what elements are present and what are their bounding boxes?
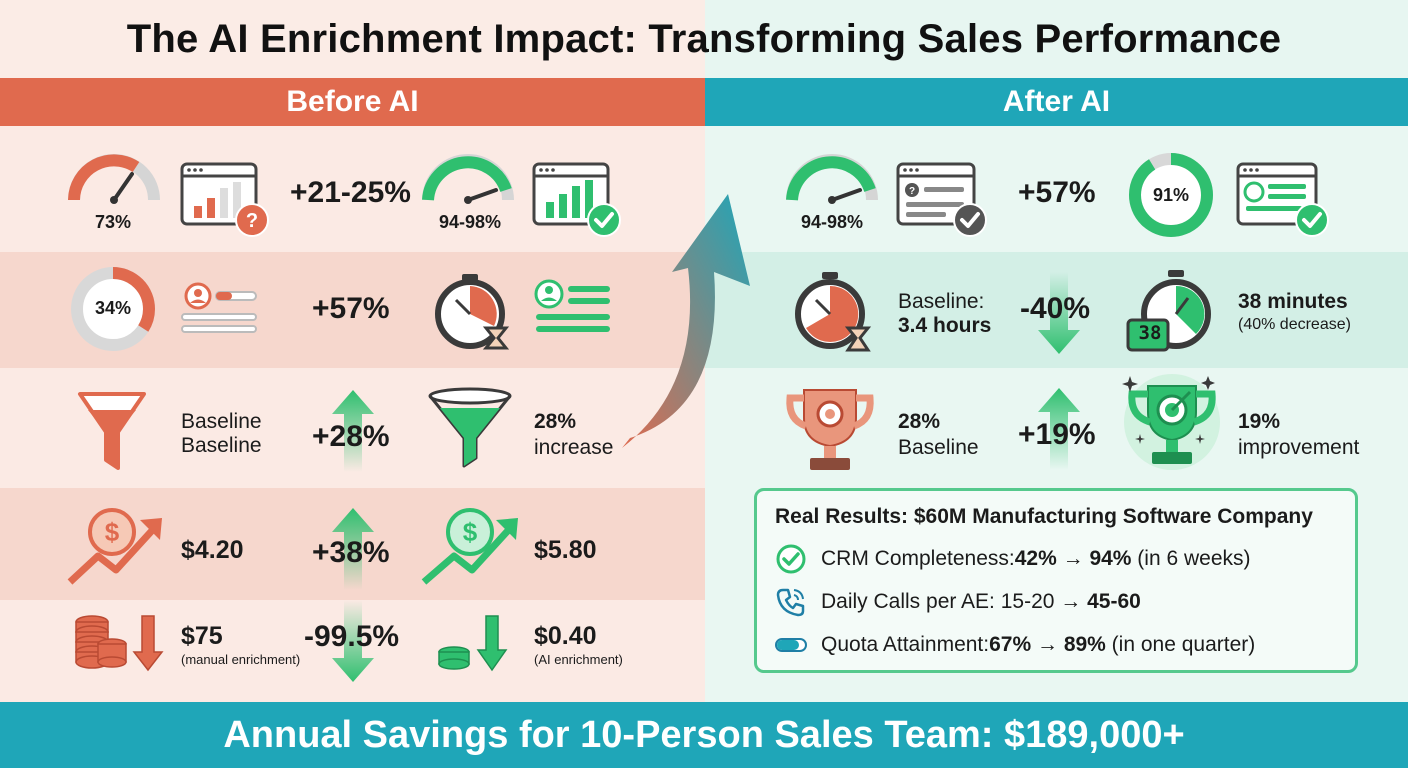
phone-icon: [775, 586, 807, 618]
arrow-down-icon: [1038, 272, 1080, 354]
svg-text:?: ?: [246, 210, 258, 232]
before-value-4: $4.20: [181, 536, 244, 564]
after-row1-change: +57%: [1018, 176, 1096, 209]
result-row-calls: Daily Calls per AE: 15-20 → 45-60: [775, 586, 1141, 618]
svg-text:?: ?: [909, 186, 915, 197]
after-cost: $0.40: [534, 622, 597, 650]
after-gauge-value: 94-98%: [800, 212, 864, 232]
after-value-4: $5.80: [534, 536, 597, 564]
baseline-label-1: Baseline: [181, 410, 262, 433]
before-win-label: Baseline: [898, 436, 979, 459]
row3-change: +28%: [312, 420, 390, 453]
gauge-icon: [786, 154, 878, 204]
browser-form-check-icon: ?: [896, 162, 987, 237]
row5-change: -99.5%: [304, 620, 400, 653]
arrow-up-icon: [1038, 388, 1080, 470]
stopwatch-hourglass-icon: [795, 272, 872, 352]
svg-text:$: $: [105, 517, 120, 547]
after-win-rate: 19%: [1238, 410, 1281, 433]
baseline-label-2: Baseline: [181, 434, 262, 457]
arrow-up-icon: [332, 390, 374, 472]
baseline-time-label: Baseline:: [898, 290, 985, 313]
before-win-rate: 28%: [898, 410, 941, 433]
baseline-time-value: 3.4 hours: [898, 314, 992, 337]
coin-down-icon: [438, 615, 508, 672]
row1-change: +21-25%: [290, 176, 411, 209]
progress-pill-icon: [775, 629, 807, 661]
after-increase-label: increase: [534, 436, 614, 459]
before-cost-note: (manual enrichment): [181, 652, 301, 667]
gauge-after-value: 94-98%: [438, 212, 502, 232]
trophy-icon: [786, 389, 874, 470]
stopwatch-display-icon: [1126, 270, 1211, 352]
results-card: Real Results: $60M Manufacturing Softwar…: [754, 488, 1358, 673]
dollar-trend-icon: $: [67, 508, 162, 585]
row2-change: +57%: [312, 292, 390, 325]
funnel-icon: [78, 392, 146, 470]
gauge-icon: [68, 154, 160, 204]
stopwatch-hourglass-icon: [435, 274, 510, 350]
coins-down-icon: [75, 615, 164, 672]
after-row2-change: -40%: [1020, 292, 1091, 325]
after-time-value: 38 minutes: [1238, 290, 1348, 313]
timer-display: 38: [1138, 322, 1162, 344]
result-row-quota: Quota Attainment: 67% → 89% (in one quar…: [775, 629, 1255, 661]
arrow-down-icon: [332, 600, 374, 682]
row4-change: +38%: [312, 536, 390, 569]
donut-icon: [71, 267, 155, 351]
browser-chart-question-icon: ?: [180, 162, 269, 237]
transition-arrow-icon: [622, 194, 750, 448]
donut-icon: [1129, 153, 1213, 237]
after-donut-value: 91%: [1152, 185, 1190, 205]
donut-value: 34%: [94, 298, 132, 318]
browser-chart-check-icon: [532, 162, 621, 237]
profile-form-icon: [181, 282, 257, 333]
after-row3-change: +19%: [1018, 418, 1096, 451]
page-title: The AI Enrichment Impact: Transforming S…: [126, 16, 1282, 61]
before-header: Before AI: [0, 78, 705, 126]
before-cost: $75: [181, 622, 223, 650]
after-header: After AI: [705, 78, 1408, 126]
results-title: Real Results: $60M Manufacturing Softwar…: [775, 505, 1313, 528]
dollar-trend-icon: $: [421, 508, 518, 585]
after-cost-note: (AI enrichment): [534, 652, 623, 667]
arrow-up-icon: [332, 508, 374, 590]
gauge-icon: [422, 154, 514, 204]
footer-banner: Annual Savings for 10-Person Sales Team:…: [0, 702, 1408, 768]
profile-list-icon: [534, 279, 610, 332]
after-increase-value: 28%: [534, 410, 577, 433]
result-row-crm: CRM Completeness: 42% → 94% (in 6 weeks): [775, 543, 1251, 575]
gauge-before-value: 73%: [94, 212, 132, 232]
svg-text:$: $: [463, 517, 478, 547]
browser-profile-check-icon: [1236, 162, 1329, 237]
funnel-icon: [428, 387, 512, 468]
after-win-label: improvement: [1238, 436, 1360, 459]
after-time-note: (40% decrease): [1238, 316, 1351, 333]
check-circle-icon: [775, 543, 807, 575]
trophy-target-icon: [1122, 374, 1220, 470]
